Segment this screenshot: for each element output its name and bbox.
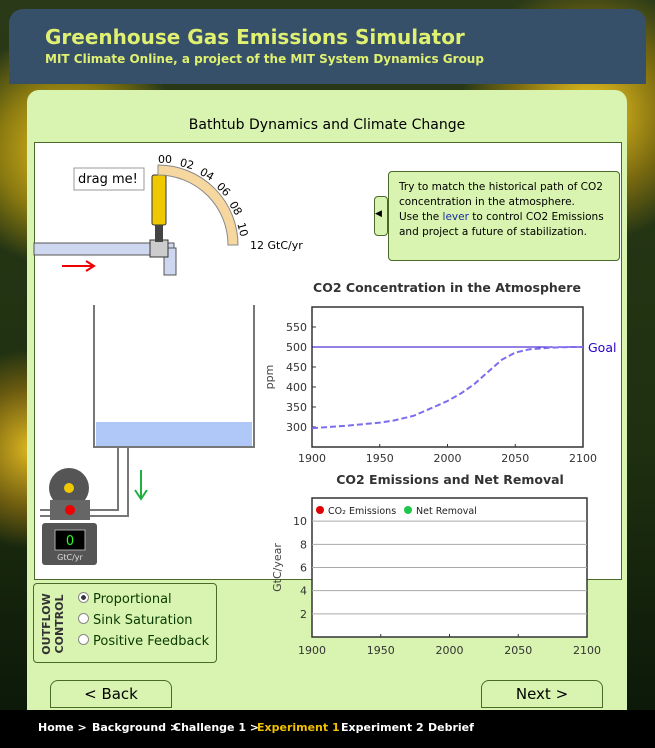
y-tick-label: 4 bbox=[300, 585, 307, 598]
nav-bar: Home > Background > Challenge 1 > Experimen… bbox=[0, 710, 655, 748]
y-tick-label: 400 bbox=[286, 381, 307, 394]
x-tick-label: 1950 bbox=[366, 452, 394, 465]
instr-text: Use the bbox=[399, 211, 440, 223]
nav-item[interactable]: Experiment 2 bbox=[341, 721, 424, 734]
valve bbox=[149, 239, 169, 258]
panel-title: Bathtub Dynamics and Climate Change bbox=[188, 117, 466, 133]
scale-label: 04 bbox=[198, 165, 217, 183]
back-button[interactable]: < Back bbox=[50, 680, 172, 708]
pump-valve bbox=[65, 505, 75, 515]
lever-link[interactable]: lever bbox=[442, 211, 469, 223]
pump-light bbox=[64, 483, 74, 493]
scale-label: 08 bbox=[226, 199, 244, 218]
title: Greenhouse Gas Emissions Simulator bbox=[45, 25, 465, 49]
scale-label: 12 GtC/yr bbox=[250, 239, 303, 252]
x-tick-label: 2000 bbox=[434, 452, 462, 465]
outflow-arrow bbox=[134, 470, 148, 501]
instructions: Try to match the historical path of CO2 … bbox=[388, 171, 620, 261]
lever-label: drag me! bbox=[78, 172, 138, 187]
nav-item[interactable]: Experiment 1 bbox=[257, 721, 340, 734]
radio-label: Positive Feedback bbox=[93, 634, 210, 649]
nav-item[interactable]: Background > bbox=[92, 721, 180, 734]
bathtub bbox=[93, 305, 255, 448]
legend-label: CO₂ Emissions bbox=[328, 506, 396, 517]
lever-stem bbox=[155, 225, 163, 242]
y-tick-label: 8 bbox=[300, 538, 307, 551]
gauge-unit: GtC/yr bbox=[57, 553, 83, 562]
next-button[interactable]: Next > bbox=[481, 680, 603, 708]
instr-text: Try to match the historical path of CO2 … bbox=[399, 181, 603, 208]
chart-title: CO2 Concentration in the Atmosphere bbox=[313, 280, 581, 295]
y-tick-label: 550 bbox=[286, 321, 307, 334]
legend-swatch bbox=[404, 506, 412, 514]
tub-water bbox=[96, 422, 252, 446]
chart-title: CO2 Emissions and Net Removal bbox=[336, 472, 564, 487]
x-tick-label: 1950 bbox=[367, 644, 395, 657]
radio-label: Proportional bbox=[93, 592, 172, 607]
nav-item[interactable]: Home > bbox=[38, 721, 87, 734]
y-axis-label: GtC/year bbox=[271, 543, 284, 592]
outflow-control: OUTFLOW CONTROL Proportional Sink Saturat… bbox=[33, 583, 217, 663]
y-tick-label: 2 bbox=[300, 608, 307, 621]
gauge-value: 0 bbox=[66, 534, 74, 549]
x-tick-label: 2100 bbox=[573, 644, 601, 657]
lever[interactable] bbox=[151, 174, 167, 226]
lever-scale bbox=[157, 164, 239, 246]
legend-swatch bbox=[316, 506, 324, 514]
x-tick-label: 2100 bbox=[569, 452, 597, 465]
header: Greenhouse Gas Emissions Simulator MIT C… bbox=[9, 9, 646, 84]
y-tick-label: 350 bbox=[286, 401, 307, 414]
radio-label: Sink Saturation bbox=[93, 613, 193, 628]
y-tick-label: 10 bbox=[293, 515, 307, 528]
y-tick-label: 6 bbox=[300, 562, 307, 575]
radio-option[interactable]: Sink Saturation bbox=[78, 613, 209, 634]
y-axis-label: ppm bbox=[263, 365, 276, 390]
subtitle: MIT Climate Online, a project of the MIT… bbox=[45, 52, 484, 66]
instr-text: to control CO2 Emissions and project a f… bbox=[399, 211, 604, 238]
scale-label: 02 bbox=[178, 156, 195, 172]
x-tick-label: 2000 bbox=[436, 644, 464, 657]
scale-label: 00 bbox=[158, 153, 172, 166]
scale-label: 10 bbox=[234, 221, 250, 238]
series-line bbox=[311, 346, 583, 430]
x-tick-label: 1900 bbox=[298, 452, 326, 465]
gauge-screen bbox=[54, 529, 86, 551]
radio bbox=[78, 613, 89, 624]
y-tick-label: 450 bbox=[286, 361, 307, 374]
y-tick-label: 500 bbox=[286, 341, 307, 354]
x-tick-label: 1900 bbox=[298, 644, 326, 657]
label-box bbox=[73, 167, 145, 191]
flow-arrow bbox=[62, 260, 96, 272]
x-tick-label: 2050 bbox=[501, 452, 529, 465]
x-tick-label: 2050 bbox=[504, 644, 532, 657]
legend-label: Net Removal bbox=[416, 506, 477, 517]
collapse-tab[interactable]: ◀ bbox=[374, 196, 388, 236]
y-tick-label: 300 bbox=[286, 421, 307, 434]
radio-option[interactable]: Proportional bbox=[78, 592, 209, 613]
goal-label: Goal bbox=[588, 340, 616, 355]
plot-area bbox=[311, 306, 584, 448]
radio-option[interactable]: Positive Feedback bbox=[78, 634, 209, 655]
radio bbox=[78, 592, 89, 603]
radio bbox=[78, 634, 89, 645]
nav-item[interactable]: Challenge 1 > bbox=[173, 721, 260, 734]
nav-item[interactable]: Debrief bbox=[428, 721, 474, 734]
